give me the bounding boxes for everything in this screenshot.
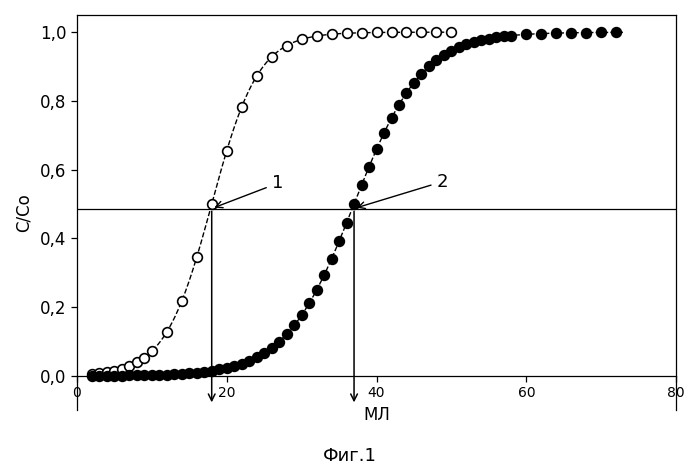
X-axis label: МЛ: МЛ — [363, 406, 390, 424]
Text: 2: 2 — [358, 172, 448, 209]
Y-axis label: C/Co: C/Co — [15, 193, 33, 232]
Text: 1: 1 — [216, 174, 283, 208]
Text: Фиг.1: Фиг.1 — [323, 447, 377, 465]
